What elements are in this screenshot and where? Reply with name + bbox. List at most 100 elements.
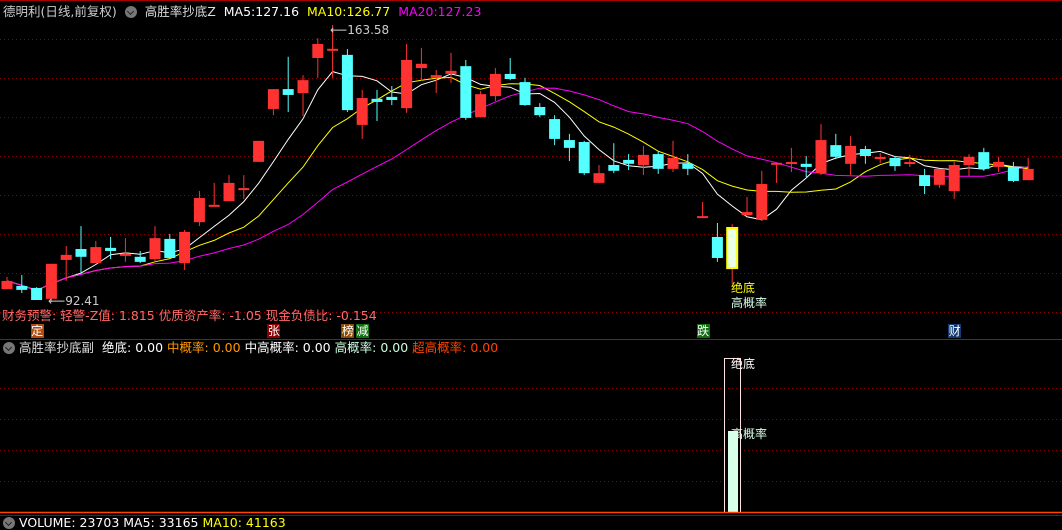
candle[interactable]	[164, 233, 176, 258]
candle[interactable]	[119, 238, 131, 262]
candle[interactable]	[741, 196, 753, 216]
candle[interactable]	[179, 229, 191, 271]
candle[interactable]	[16, 275, 28, 293]
candle[interactable]	[267, 89, 279, 116]
candle-body	[312, 43, 324, 58]
candle[interactable]	[238, 175, 250, 199]
candle[interactable]	[756, 170, 768, 222]
candle[interactable]	[475, 91, 487, 118]
candle[interactable]	[134, 250, 146, 264]
event-mark[interactable]: 跌	[696, 324, 710, 338]
candle[interactable]	[563, 133, 575, 162]
candle[interactable]	[904, 154, 916, 167]
candle[interactable]	[341, 49, 353, 113]
candle-body	[149, 238, 161, 260]
candle[interactable]	[993, 156, 1005, 172]
candle[interactable]	[1007, 161, 1019, 183]
candle[interactable]	[208, 182, 220, 207]
candle[interactable]	[386, 85, 398, 106]
dropdown-icon[interactable]	[124, 6, 137, 18]
candle-body	[90, 247, 102, 264]
candle-body	[593, 173, 605, 183]
candle[interactable]	[889, 156, 901, 171]
candle[interactable]	[682, 154, 694, 176]
candle[interactable]	[327, 24, 339, 78]
dropdown-icon[interactable]	[3, 342, 15, 354]
candle[interactable]	[933, 168, 945, 188]
candle[interactable]	[859, 145, 871, 164]
event-mark[interactable]: 张	[267, 324, 281, 338]
candle[interactable]	[1, 277, 13, 290]
candle[interactable]	[534, 103, 546, 118]
candle[interactable]	[105, 236, 117, 260]
candle[interactable]	[652, 150, 664, 174]
candle[interactable]	[60, 245, 72, 281]
candle[interactable]	[726, 224, 739, 285]
sub-value-item: 绝底: 0.00	[102, 340, 163, 355]
candle-body	[460, 66, 472, 118]
candle[interactable]	[874, 152, 886, 164]
candle[interactable]	[963, 154, 975, 176]
dropdown-icon[interactable]	[3, 517, 15, 529]
candle[interactable]	[978, 147, 990, 171]
candle-body	[1, 280, 13, 290]
candle[interactable]	[297, 75, 309, 116]
candle[interactable]	[830, 133, 842, 160]
candle[interactable]	[608, 143, 620, 174]
candle-body	[563, 140, 575, 148]
candle[interactable]	[149, 226, 161, 262]
sub-item-label: 超高概率:	[412, 340, 467, 355]
ma10-label: MA10:	[307, 4, 347, 19]
sub-indicator-name[interactable]: 高胜率抄底副	[18, 340, 94, 355]
candle[interactable]	[401, 43, 413, 113]
candle[interactable]	[785, 147, 797, 172]
candle[interactable]	[771, 162, 783, 183]
event-mark[interactable]: 减	[356, 324, 370, 338]
candle[interactable]	[519, 77, 531, 106]
candle[interactable]	[578, 140, 590, 176]
candle[interactable]	[253, 140, 265, 162]
candle[interactable]	[549, 115, 561, 146]
stock-title[interactable]: 德明利(日线,前复权)	[3, 4, 117, 19]
candle[interactable]	[489, 68, 501, 102]
candle[interactable]	[430, 70, 442, 93]
candle[interactable]	[371, 89, 383, 122]
candle[interactable]	[504, 57, 516, 81]
candle[interactable]	[593, 164, 605, 183]
candle-body	[475, 94, 487, 118]
candle[interactable]	[845, 136, 857, 176]
candle[interactable]	[815, 124, 827, 176]
event-mark[interactable]: 财	[948, 324, 962, 338]
candle[interactable]	[312, 38, 324, 78]
candle[interactable]	[697, 201, 709, 219]
candle[interactable]	[193, 191, 205, 227]
candle[interactable]	[948, 161, 960, 199]
event-mark[interactable]: 定	[30, 324, 44, 338]
candle[interactable]	[223, 175, 235, 202]
candle[interactable]	[445, 52, 457, 83]
candle[interactable]	[1022, 157, 1034, 181]
candle-body	[623, 159, 635, 164]
sub-item-label: 中高概率:	[244, 340, 299, 355]
event-mark[interactable]: 榜	[341, 324, 355, 338]
candle[interactable]	[623, 154, 635, 171]
candle[interactable]	[919, 168, 931, 195]
indicator-name[interactable]: 高胜率抄底Z	[144, 4, 216, 19]
candle[interactable]	[711, 222, 723, 262]
candle-body	[401, 59, 413, 109]
candle[interactable]	[667, 140, 679, 172]
candle-body	[549, 119, 561, 139]
candle[interactable]	[31, 287, 43, 300]
candle[interactable]	[800, 156, 812, 178]
candle[interactable]	[356, 89, 368, 139]
candle[interactable]	[637, 145, 649, 176]
ma10-value: 126.77	[346, 4, 391, 19]
candle-body	[164, 238, 176, 258]
candle[interactable]	[75, 226, 87, 274]
candle[interactable]	[282, 56, 294, 113]
candle[interactable]	[45, 263, 57, 302]
candle[interactable]	[90, 240, 102, 264]
candle[interactable]	[415, 47, 427, 81]
candle[interactable]	[460, 59, 472, 120]
